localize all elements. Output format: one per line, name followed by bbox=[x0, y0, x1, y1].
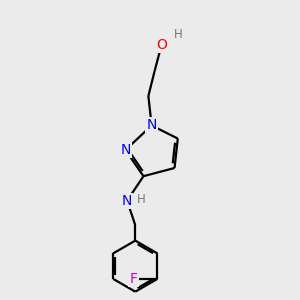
Text: H: H bbox=[136, 193, 145, 206]
Text: N: N bbox=[146, 118, 157, 133]
Text: N: N bbox=[122, 194, 132, 208]
Text: O: O bbox=[156, 38, 167, 52]
Text: F: F bbox=[130, 272, 137, 286]
Text: N: N bbox=[120, 143, 131, 157]
Text: H: H bbox=[173, 28, 182, 41]
